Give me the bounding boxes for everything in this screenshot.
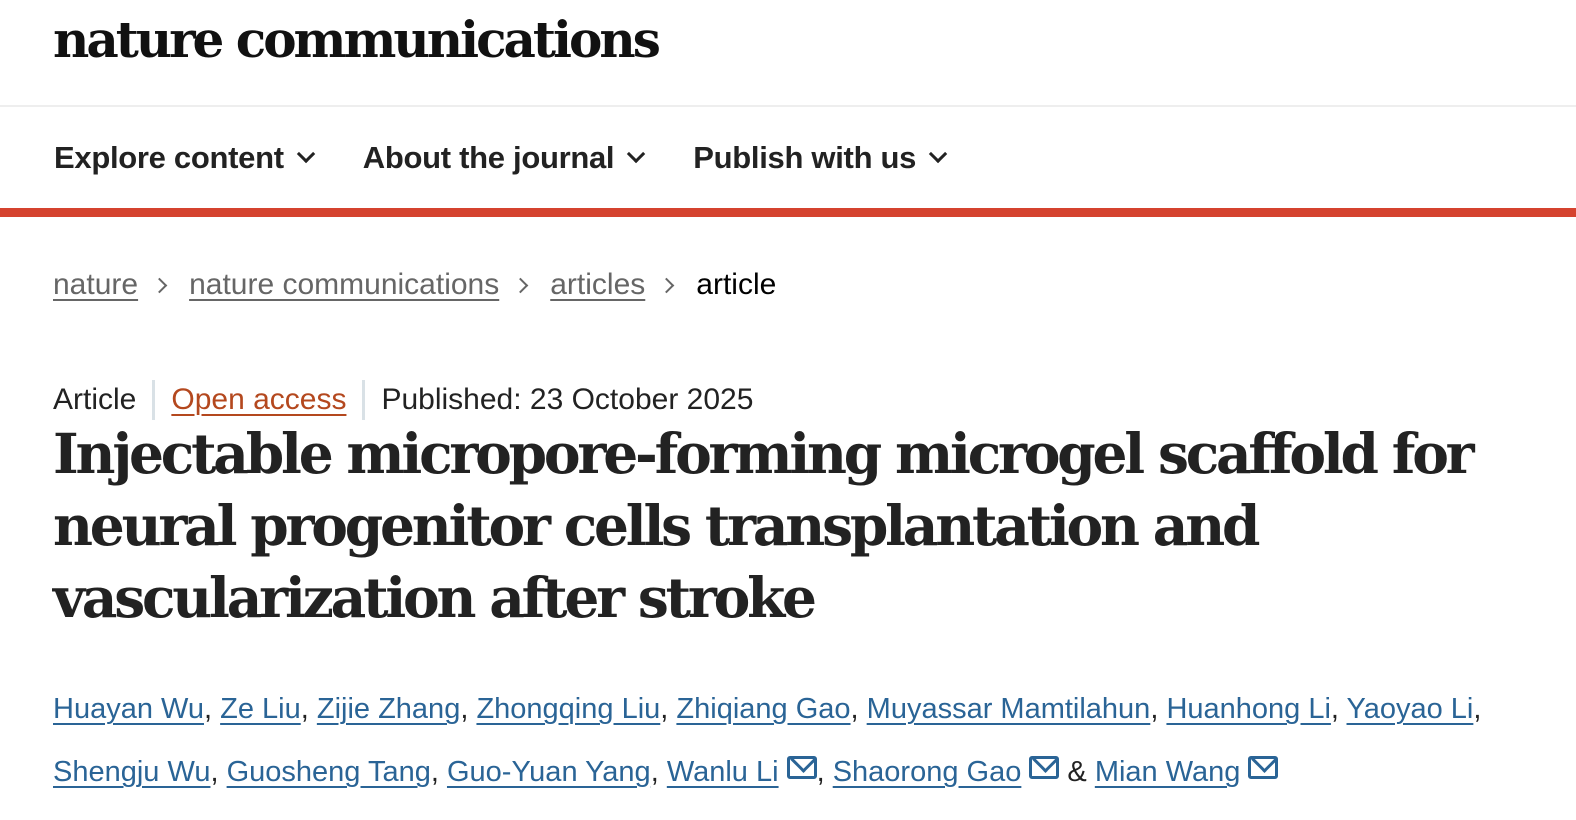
breadcrumb-articles[interactable]: articles <box>550 268 646 301</box>
nav-label: About the journal <box>362 139 615 175</box>
author-link[interactable]: Zijie Zhang <box>316 693 461 725</box>
author: Shengju Wu <box>53 756 210 788</box>
author-link[interactable]: Zhiqiang Gao <box>676 693 851 725</box>
nav-explore-content[interactable]: Explore content <box>54 139 315 176</box>
author: Mian Wang <box>1095 756 1279 788</box>
open-access-link[interactable]: Open access <box>171 383 347 416</box>
chevron-right-icon <box>512 277 529 293</box>
main-nav: Explore content About the journal Publis… <box>0 107 1576 217</box>
breadcrumb-nature-communications[interactable]: nature communications <box>189 268 500 301</box>
author: Zhongqing Liu <box>476 693 660 725</box>
breadcrumb-nature[interactable]: nature <box>53 268 139 301</box>
breadcrumb-current: article <box>696 268 777 301</box>
journal-logo[interactable]: nature communications <box>53 10 661 69</box>
author-link[interactable]: Guosheng Tang <box>226 756 431 788</box>
author: Yaoyao Li <box>1347 693 1474 725</box>
author: Wanlu Li <box>667 756 817 788</box>
author: Ze Liu <box>220 693 301 725</box>
nav-publish-with-us[interactable]: Publish with us <box>693 139 948 176</box>
author-link[interactable]: Wanlu Li <box>666 756 779 788</box>
chevron-down-icon <box>296 144 315 164</box>
nav-label: Publish with us <box>693 139 917 175</box>
author: Huanhong Li <box>1166 693 1330 725</box>
author: Guo-Yuan Yang <box>447 756 651 788</box>
article-type: Article <box>53 383 137 416</box>
email-icon[interactable] <box>1248 756 1279 779</box>
author: Zijie Zhang <box>317 693 460 725</box>
chevron-down-icon <box>928 144 948 164</box>
divider <box>362 380 366 420</box>
chevron-down-icon <box>627 144 646 164</box>
author: Guosheng Tang <box>227 756 431 788</box>
chevron-right-icon <box>658 277 675 293</box>
published-date: Published: 23 October 2025 <box>381 383 754 416</box>
author-link[interactable]: Muyassar Mamtilahun <box>866 693 1151 725</box>
author-link[interactable]: Mian Wang <box>1094 756 1241 788</box>
author: Zhiqiang Gao <box>676 693 850 725</box>
author-list: Huayan Wu, Ze Liu, Zijie Zhang, Zhongqin… <box>53 693 1482 788</box>
author: Huayan Wu <box>53 693 204 725</box>
email-icon[interactable] <box>786 756 817 779</box>
author-link[interactable]: Huanhong Li <box>1166 693 1331 725</box>
breadcrumb: nature nature communications articles ar… <box>53 268 776 302</box>
article-title: Injectable micropore-forming microgel sc… <box>53 421 1475 630</box>
site-header: nature communications <box>0 0 1576 107</box>
author-link[interactable]: Shengju Wu <box>53 756 211 788</box>
nav-about-journal[interactable]: About the journal <box>362 139 646 176</box>
divider <box>152 380 156 420</box>
article-meta: Article Open access Published: 23 Octobe… <box>53 380 753 420</box>
author-link[interactable]: Guo-Yuan Yang <box>446 756 651 788</box>
author-link[interactable]: Huayan Wu <box>53 693 204 725</box>
author: Muyassar Mamtilahun <box>867 693 1151 725</box>
author-link[interactable]: Yaoyao Li <box>1346 693 1474 725</box>
nav-label: Explore content <box>54 139 284 175</box>
email-icon[interactable] <box>1029 756 1060 779</box>
chevron-right-icon <box>151 277 168 293</box>
author-link[interactable]: Zhongqing Liu <box>476 693 661 725</box>
author: Shaorong Gao <box>833 756 1060 788</box>
author-link[interactable]: Shaorong Gao <box>832 756 1022 788</box>
author-link[interactable]: Ze Liu <box>220 693 301 725</box>
